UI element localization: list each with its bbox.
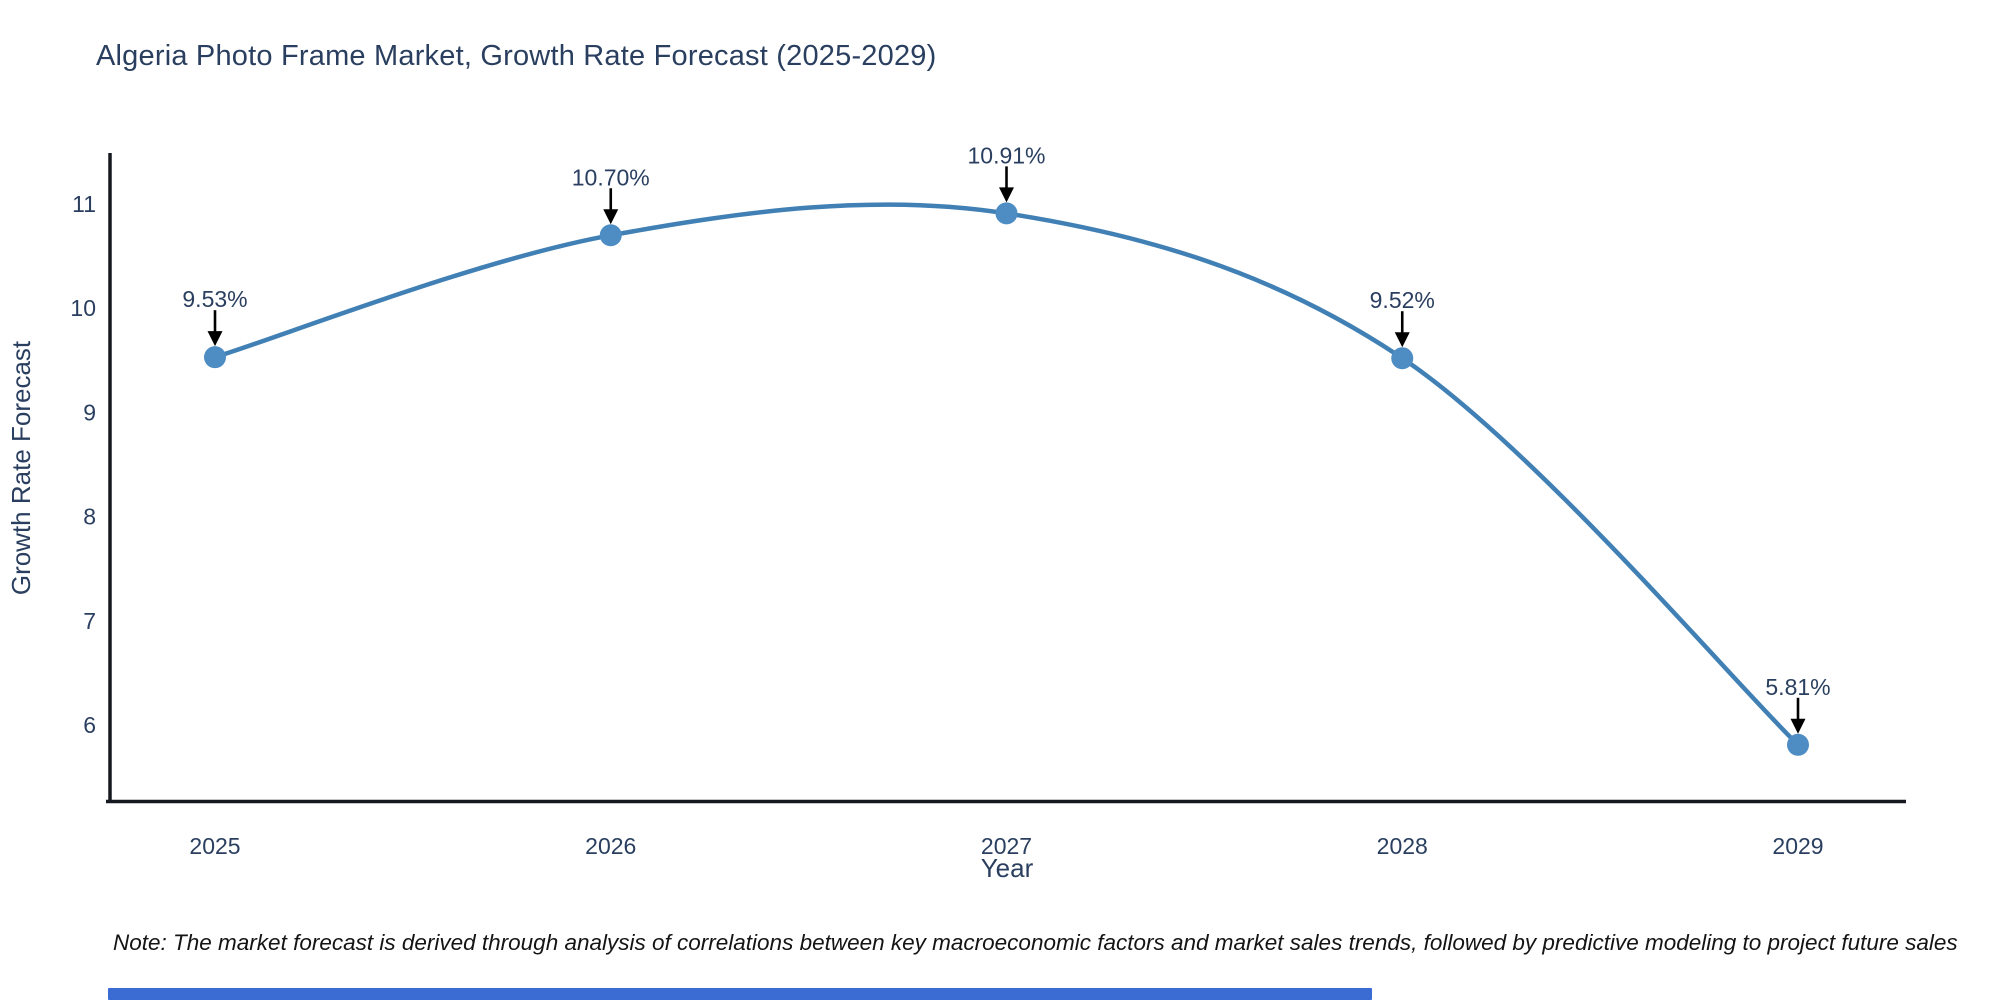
y-tick-label-9: 9 (83, 399, 96, 425)
y-tick-label-8: 8 (83, 504, 96, 530)
annotation-arrow-head (603, 209, 619, 225)
annotation-arrow-head (207, 331, 223, 347)
x-axis-title: Year (981, 853, 1034, 883)
x-tick-label-2028: 2028 (1377, 833, 1428, 859)
x-tick-label-2025: 2025 (189, 833, 240, 859)
point-label-2028: 9.52% (1370, 287, 1435, 313)
forecast-spline-line (212, 202, 1801, 748)
plot-area: 6 7 8 9 10 11 2025 2026 2027 2028 2029 9.53% 10.70% 1… (70, 142, 1830, 859)
data-point-2025[interactable] (204, 346, 226, 369)
point-label-2026: 10.70% (572, 164, 650, 190)
x-tick-label-2027: 2027 (981, 833, 1032, 859)
annotation-arrow-head (999, 187, 1014, 203)
annotation-arrow-head (1790, 718, 1806, 734)
point-label-2025: 9.53% (182, 286, 247, 312)
growth-rate-line-chart[interactable]: Growth Rate Forecast Year 6 7 8 9 10 11 2025 20… (0, 0, 2000, 930)
data-point-2029[interactable] (1787, 733, 1809, 756)
data-point-2028[interactable] (1391, 347, 1414, 370)
bottom-accent-bar (108, 988, 1372, 1000)
y-tick-label-6: 6 (83, 712, 96, 738)
methodology-note: Note: The market forecast is derived thr… (113, 930, 1958, 955)
y-tick-label-10: 10 (70, 295, 96, 321)
x-tick-label-2029: 2029 (1772, 833, 1823, 859)
chart-title: Algeria Photo Frame Market, Growth Rate … (96, 40, 937, 72)
point-label-2029: 5.81% (1765, 674, 1830, 700)
data-point-2026[interactable] (599, 224, 622, 247)
point-label-2027: 10.91% (967, 142, 1045, 168)
x-tick-label-2026: 2026 (585, 833, 636, 859)
y-tick-label-11: 11 (72, 191, 96, 217)
y-axis-title: Growth Rate Forecast (6, 340, 36, 595)
annotation-arrow-head (1394, 332, 1410, 348)
y-tick-label-7: 7 (83, 608, 96, 634)
data-point-2027[interactable] (995, 202, 1018, 225)
